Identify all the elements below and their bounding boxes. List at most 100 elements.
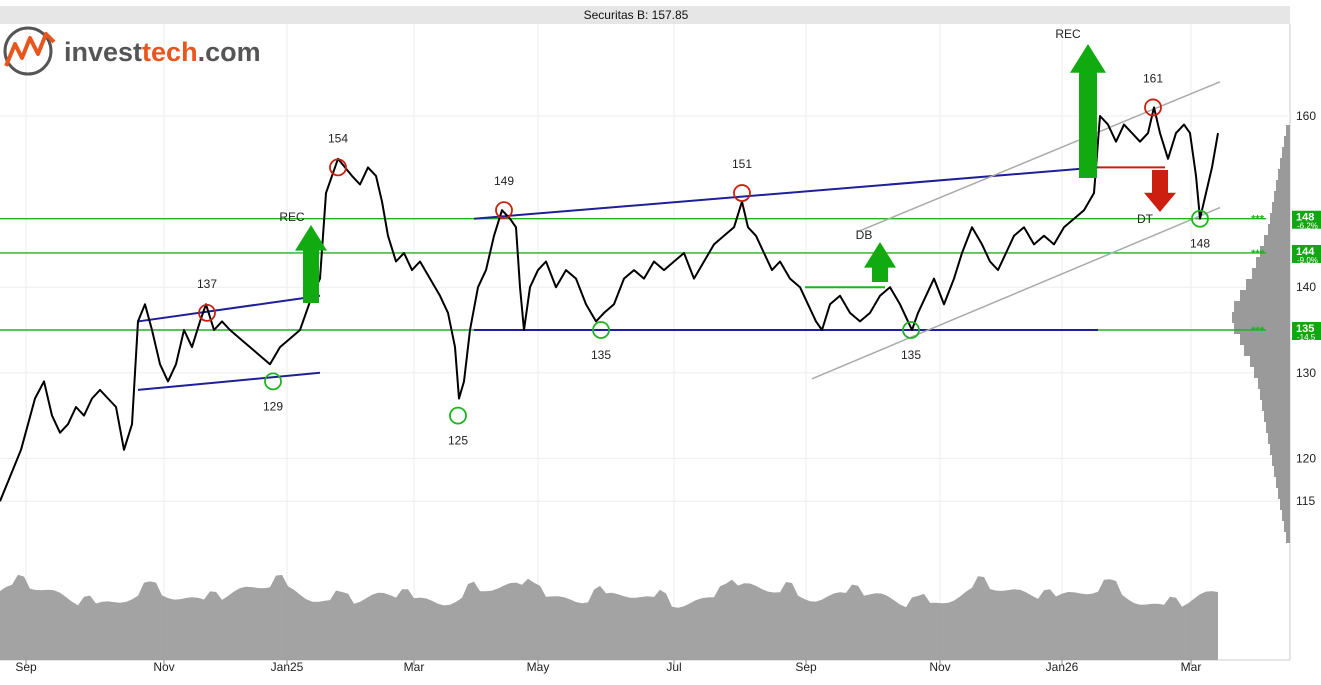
point-label: 135: [901, 348, 921, 362]
y-tick-label: 140: [1296, 280, 1316, 294]
point-label: 151: [732, 157, 752, 171]
dt-down-arrow-icon: [1144, 170, 1176, 212]
x-tick-label: May: [527, 660, 550, 674]
volume-profile-bar: [1276, 477, 1290, 488]
volume-profile-bar: [1286, 532, 1290, 543]
volume-profile-bar: [1256, 257, 1290, 268]
volume-profile-bar: [1278, 169, 1290, 180]
volume-profile-bar: [1286, 125, 1290, 136]
x-tick-label: Sep: [15, 660, 37, 674]
chart-title: Securitas B: 157.85: [584, 8, 689, 22]
volume-profile-bar: [1284, 136, 1290, 147]
logo-text-com: .com: [198, 37, 261, 67]
point-label: 135: [591, 348, 611, 362]
volume-profile-bar: [1254, 367, 1290, 378]
volume-area: [0, 574, 1218, 660]
volume-profile-bar: [1270, 444, 1290, 455]
point-label: 137: [197, 277, 217, 291]
logo-text-invest: invest: [64, 37, 142, 67]
logo-text-tech: tech: [142, 37, 198, 67]
sr-box: [1292, 244, 1321, 263]
sr-pct-label: -9.0%: [1297, 256, 1318, 265]
signal-label: DT: [1137, 212, 1154, 226]
trend-line: [473, 166, 1099, 220]
y-tick-label: 115: [1296, 494, 1315, 508]
title-bar: [0, 6, 1290, 24]
volume-profile-bar: [1284, 521, 1290, 532]
x-tick-label: Nov: [153, 660, 174, 674]
sr-stars: ***: [1251, 248, 1265, 260]
volume-profile-bar: [1268, 224, 1290, 235]
x-tick-label: Sep: [795, 660, 817, 674]
sr-level-label: 144: [1296, 246, 1315, 258]
volume-area-shape: [0, 574, 1218, 660]
volume-profile-bar: [1232, 312, 1290, 323]
volume-profile-bar: [1234, 323, 1290, 334]
signal-label: REC: [279, 210, 305, 224]
volume-profile-bar: [1260, 389, 1290, 400]
bottom-marker: [1191, 209, 1209, 228]
trend-lines: [137, 81, 1221, 391]
logo-ring-icon: [3, 26, 53, 76]
point-label: 125: [448, 434, 468, 448]
trend-channel-line: [811, 206, 1221, 380]
point-label: 161: [1143, 71, 1163, 85]
volume-profile-bar: [1282, 147, 1290, 158]
volume-profile-bar: [1280, 158, 1290, 169]
y-tick-label: 120: [1296, 451, 1316, 465]
volume-profile-bar: [1244, 345, 1290, 356]
rec-up-arrow-icon: [1070, 44, 1106, 178]
volume-profile-bar: [1266, 422, 1290, 433]
volume-profile-bar: [1268, 433, 1290, 444]
bottom-marker: [902, 321, 920, 339]
volume-profile-bar: [1280, 499, 1290, 510]
point-label: 129: [263, 399, 283, 413]
volume-profile-bar: [1282, 510, 1290, 521]
volume-profile-bar: [1262, 400, 1290, 411]
y-tick-label: 160: [1296, 109, 1316, 123]
top-marker: [495, 201, 513, 220]
volume-profile-bar: [1252, 268, 1290, 279]
signal-label: DB: [856, 228, 873, 242]
sr-pct-label: -14.5: [1297, 333, 1316, 342]
y-tick-label: 130: [1296, 366, 1316, 380]
bottom-marker: [449, 406, 467, 425]
point-label: 148: [1190, 237, 1210, 251]
trend-line: [137, 294, 321, 323]
point-labels: 137 129 154 125 149 135 151 135 161 148 REC REC DB DT: [197, 27, 1210, 448]
x-tick-label: Jan25: [271, 660, 304, 674]
logo-zigzag-icon: [4, 32, 56, 67]
volume-profile-bar: [1272, 202, 1290, 213]
volume-profile-bar: [1278, 488, 1290, 499]
price-line-group: [0, 106, 1219, 502]
top-marker: [198, 303, 216, 322]
top-marker: [733, 184, 751, 202]
sr-box: [1292, 210, 1321, 229]
volume-profile-bar: [1276, 180, 1290, 191]
price-line: [0, 106, 1219, 502]
logo-text: investtech.com: [64, 37, 261, 67]
point-label: 149: [494, 174, 514, 188]
volume-profile-bar: [1270, 213, 1290, 224]
sr-stars: ***: [1251, 325, 1265, 337]
volume-profile-bar: [1250, 356, 1290, 367]
bottom-marker: [592, 321, 610, 339]
axes: Sep Nov Jan25 Mar May Jul Sep Nov Jan26 Mar 115 120…: [15, 109, 1316, 674]
x-tick-label: Nov: [929, 660, 950, 674]
sr-level-label: 148: [1296, 212, 1314, 224]
bottom-marker: [264, 372, 282, 391]
volume-profile-bar: [1260, 246, 1290, 257]
point-label: 154: [328, 131, 348, 145]
trend-line: [137, 371, 321, 391]
grid: [0, 24, 1290, 660]
sr-level-label: 135: [1296, 323, 1314, 335]
volume-profile-bar: [1274, 466, 1290, 477]
rec-up-arrow-icon: [295, 225, 327, 303]
top-marker: [1144, 98, 1162, 117]
volume-profile-bar: [1258, 378, 1290, 389]
investtech-logo: investtech.com: [3, 26, 261, 76]
trend-channel-line: [857, 81, 1221, 233]
volume-profile-bar: [1240, 290, 1290, 301]
